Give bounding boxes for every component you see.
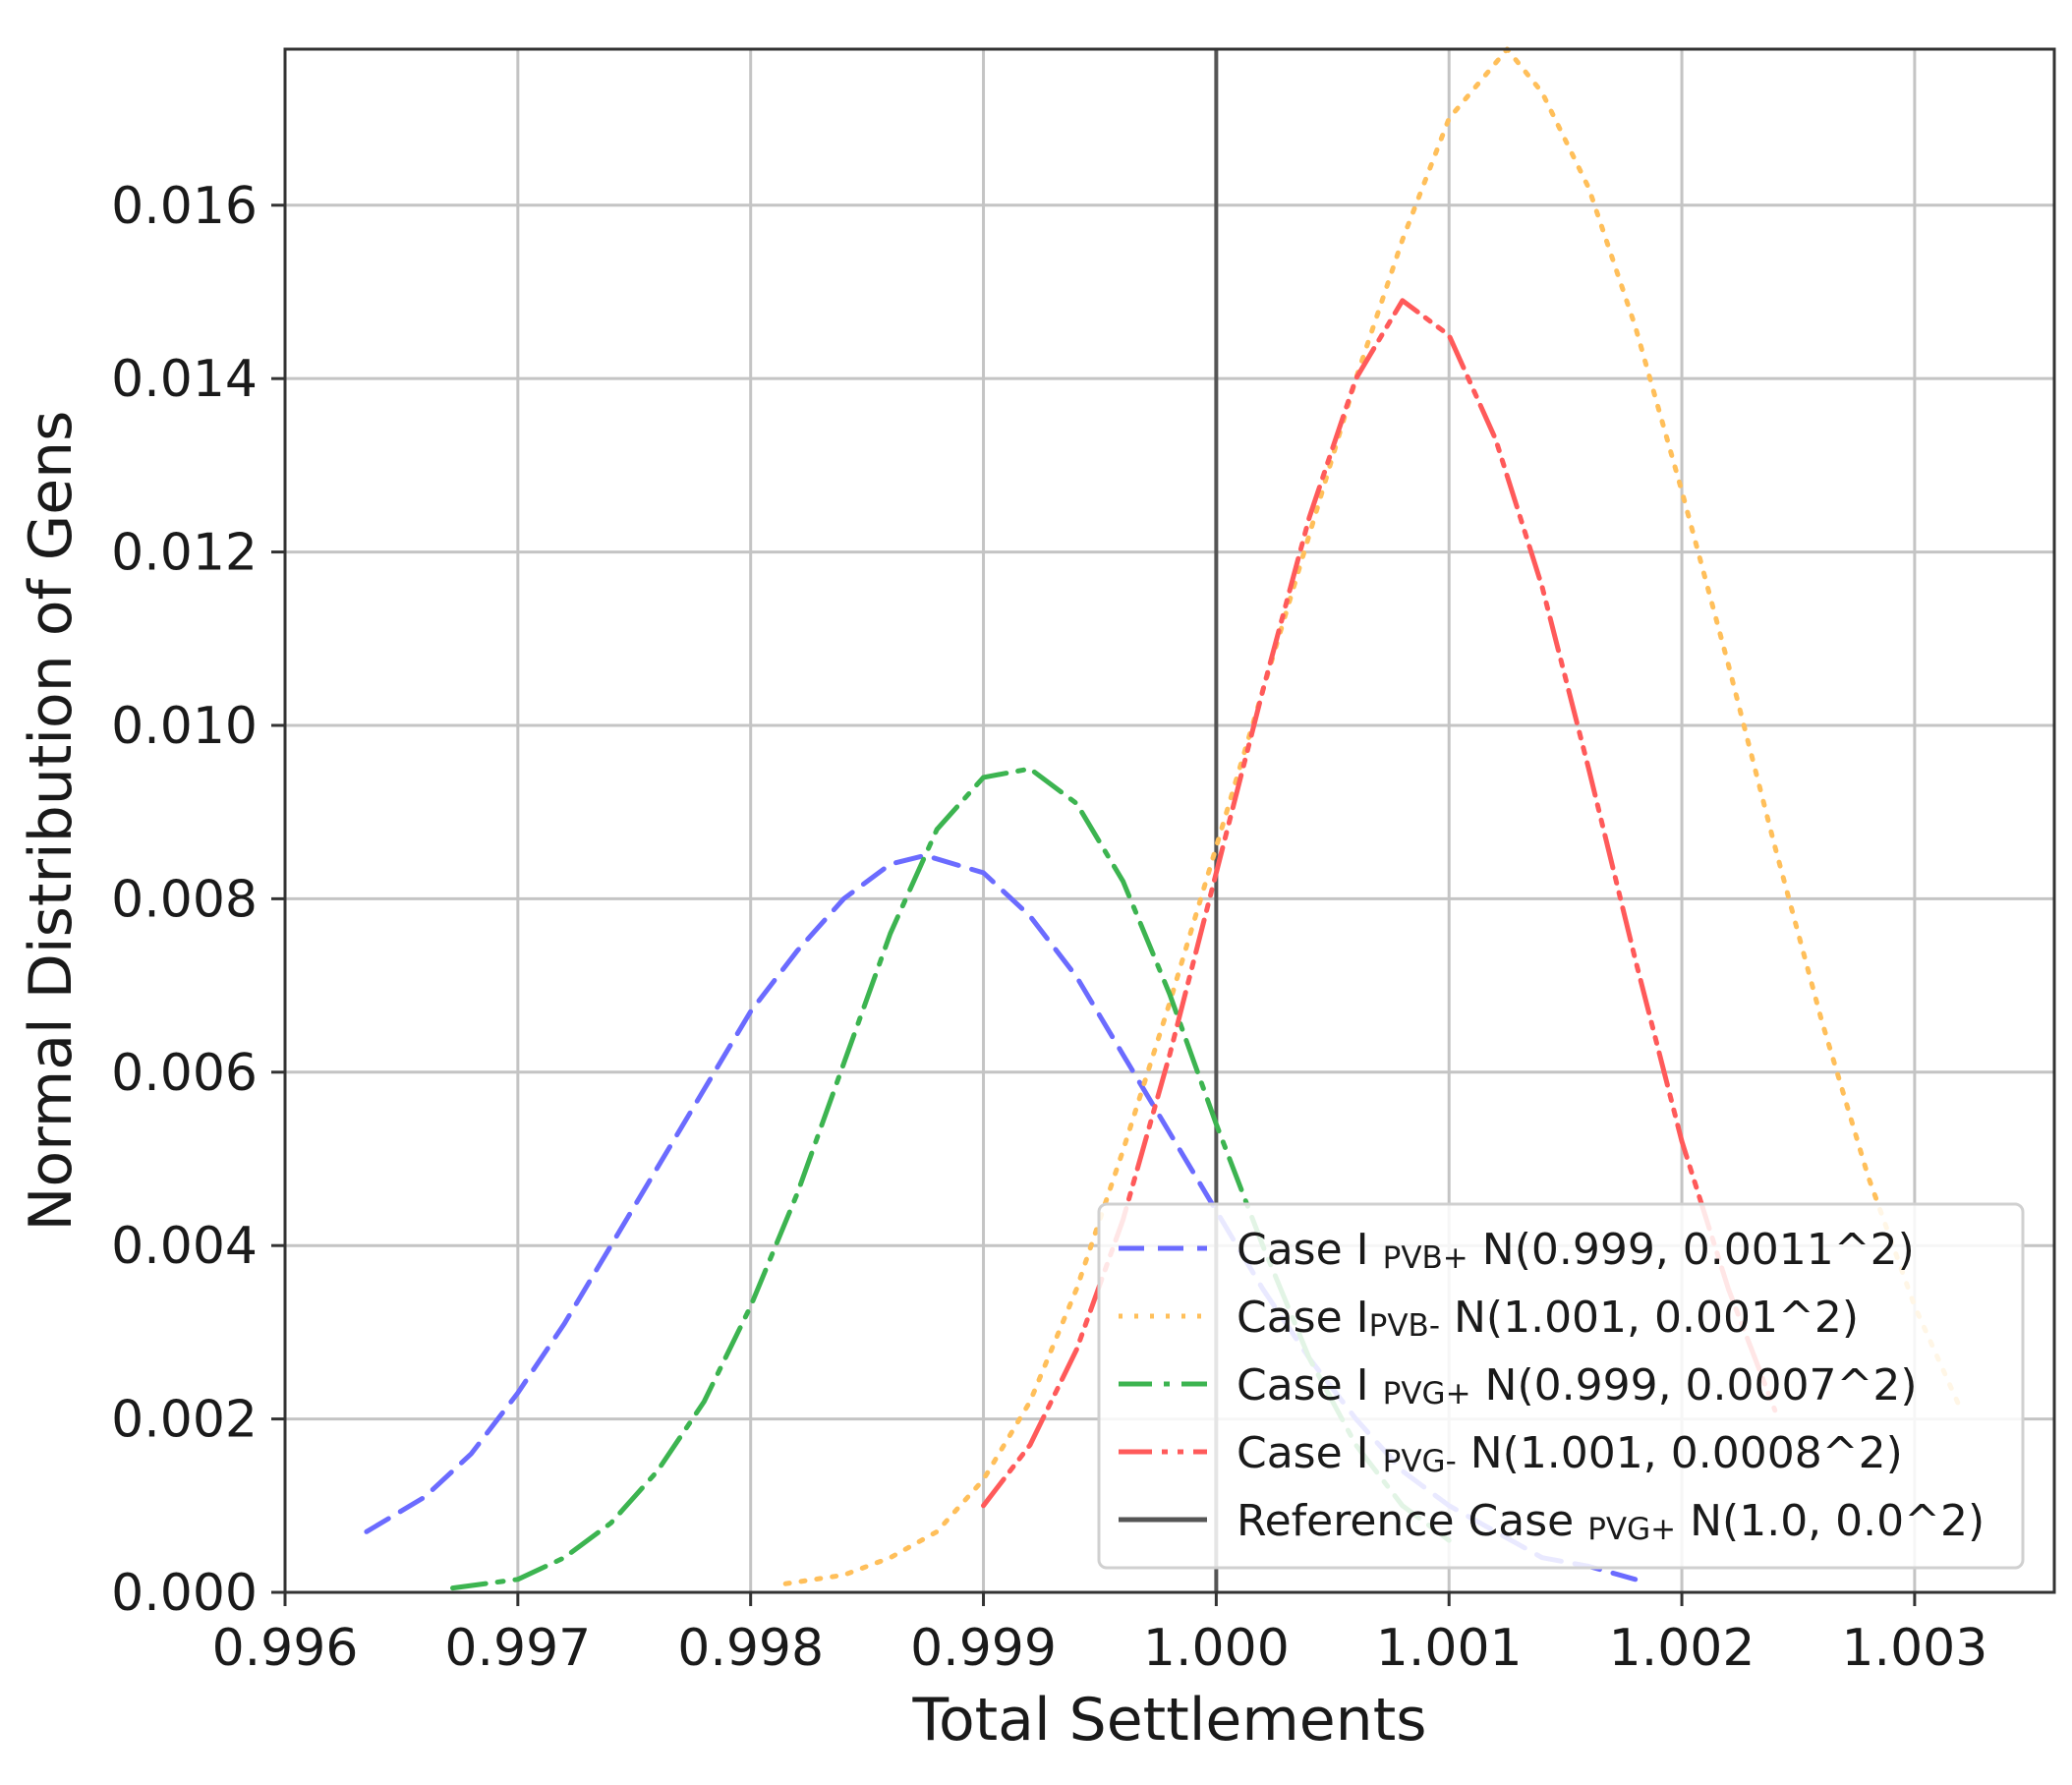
legend-entry-prefix: Case I xyxy=(1237,1360,1383,1411)
y-tick-label: 0.010 xyxy=(111,697,258,756)
y-tick-label: 0.014 xyxy=(111,350,258,409)
y-tick-label: 0.004 xyxy=(111,1217,258,1276)
plot-frame xyxy=(283,47,2056,1594)
legend-entry-suffix: N(0.999, 0.0007^2) xyxy=(1471,1360,1918,1411)
legend-entry-prefix: Case I xyxy=(1237,1225,1383,1275)
y-tick-labels: 0.000 0.002 0.004 0.006 0.008 0.010 0.012 0.014… xyxy=(111,177,285,1623)
legend-entry: Case IPVB- N(1.001, 0.001^2) xyxy=(1237,1293,1859,1344)
legend-entry-subscript: PVG- xyxy=(1383,1444,1457,1479)
x-tick-labels: 0.996 0.997 0.998 0.999 1.000 1.001 1.002 1.003 xyxy=(212,1592,1987,1678)
x-tick-label: 1.003 xyxy=(1841,1619,1987,1678)
y-tick-label: 0.000 xyxy=(111,1564,258,1623)
legend-entry-prefix: Reference Case xyxy=(1237,1496,1587,1546)
legend-entry-suffix: N(1.001, 0.001^2) xyxy=(1440,1293,1859,1343)
x-tick-label: 0.999 xyxy=(910,1619,1057,1678)
y-tick-label: 0.012 xyxy=(111,524,258,583)
legend-box xyxy=(1097,1202,2025,1570)
series-line-2 xyxy=(782,46,1964,1586)
x-tick-label: 1.001 xyxy=(1376,1619,1523,1678)
legend-entry-subscript: PVG+ xyxy=(1383,1376,1471,1411)
legend-entry-subscript: PVB+ xyxy=(1383,1240,1468,1276)
legend-entry-prefix: Case I xyxy=(1237,1293,1369,1343)
x-axis-label: Total Settlements xyxy=(911,1686,1426,1755)
x-tick-label: 0.996 xyxy=(212,1619,359,1678)
legend-entry-subscript: PVB- xyxy=(1369,1308,1440,1344)
legend-entry-suffix: N(0.999, 0.0011^2) xyxy=(1468,1225,1915,1275)
y-axis-label: Normal Distribution of Gens xyxy=(17,411,86,1232)
legend-entry: Case I PVG+ N(0.999, 0.0007^2) xyxy=(1237,1360,1918,1411)
legend-entry: Case I PVB+ N(0.999, 0.0011^2) xyxy=(1237,1225,1915,1276)
legend-entry-prefix: Case I xyxy=(1237,1428,1383,1478)
y-tick-label: 0.008 xyxy=(111,870,258,929)
legend-entry: Case I PVG- N(1.001, 0.0008^2) xyxy=(1237,1428,1903,1479)
x-tick-label: 1.000 xyxy=(1143,1619,1290,1678)
legend-entry: Reference Case PVG+ N(1.0, 0.0^2) xyxy=(1237,1496,1985,1547)
x-tick-label: 0.997 xyxy=(444,1619,591,1678)
legend-entry-subscript: PVG+ xyxy=(1587,1512,1676,1547)
x-tick-label: 0.998 xyxy=(677,1619,824,1678)
y-tick-label: 0.002 xyxy=(111,1391,258,1450)
legend-entry-suffix: N(1.001, 0.0008^2) xyxy=(1457,1428,1903,1478)
legend: Case I PVB+ N(0.999, 0.0011^2)Case IPVB-… xyxy=(1097,1202,2025,1570)
y-tick-label: 0.006 xyxy=(111,1044,258,1103)
x-tick-label: 1.002 xyxy=(1609,1619,1755,1678)
y-tick-label: 0.016 xyxy=(111,177,258,236)
legend-entry-suffix: N(1.0, 0.0^2) xyxy=(1676,1496,1985,1546)
